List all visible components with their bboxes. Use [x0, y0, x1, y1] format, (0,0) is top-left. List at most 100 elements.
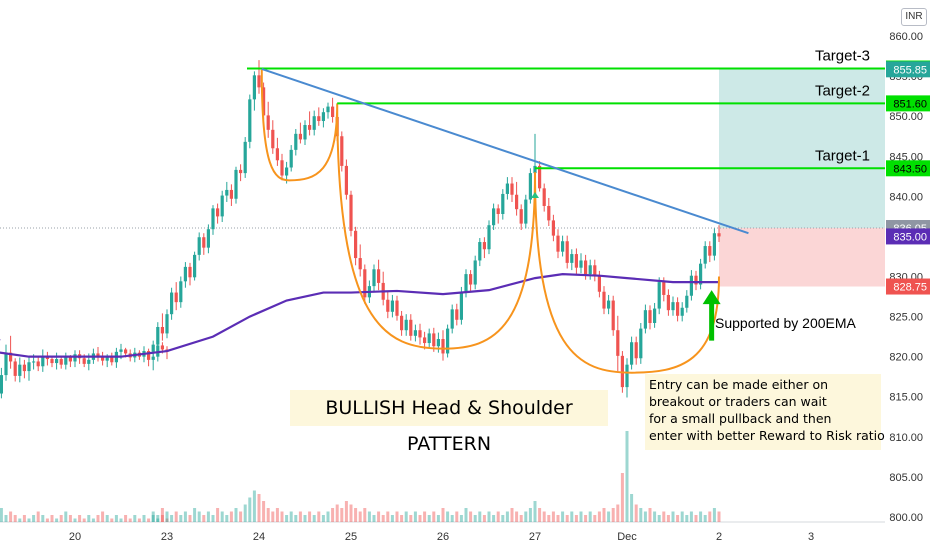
price-tick-label: 815.00 — [889, 392, 923, 404]
entry-note: Entry can be made either on breakout or … — [645, 374, 885, 450]
candle — [528, 168, 532, 204]
price-tag-text: 828.75 — [893, 282, 927, 294]
candle — [505, 177, 509, 200]
price-tag — [886, 61, 930, 78]
volume-bar — [36, 511, 40, 522]
volume-bar — [404, 511, 408, 522]
target-label: Target-2 — [815, 82, 870, 99]
candle — [607, 294, 611, 315]
candle-body — [22, 364, 26, 372]
candle-body — [349, 194, 353, 231]
candle — [648, 305, 652, 330]
volume-bar — [616, 504, 620, 522]
candle-body — [400, 315, 404, 331]
candle-body — [689, 275, 693, 296]
reference-lines — [0, 227, 932, 523]
volume-bar — [252, 490, 256, 522]
volume-bar — [634, 504, 638, 522]
volume-bar — [657, 515, 661, 522]
volume-bar — [372, 515, 376, 522]
candle-body — [197, 237, 201, 255]
candle-body — [160, 345, 164, 350]
candle-body — [239, 169, 243, 174]
volume-bar — [547, 515, 551, 522]
volume-bar — [386, 511, 390, 522]
candle-body — [32, 361, 36, 363]
candle-body — [165, 314, 169, 334]
candle — [579, 253, 583, 274]
candle-body — [694, 275, 698, 285]
candle-body — [565, 241, 569, 263]
candle — [694, 270, 698, 291]
candle — [630, 336, 634, 370]
head-and-shoulders-pattern — [260, 69, 720, 374]
candle — [234, 166, 238, 204]
volume-bar — [639, 508, 643, 522]
entry-note-line: Entry can be made either on — [649, 377, 829, 392]
candle-body — [248, 99, 252, 142]
candle-body — [211, 208, 215, 230]
volume-bar — [699, 511, 703, 522]
candle — [303, 120, 307, 146]
candle-body — [542, 188, 546, 206]
candle-body — [574, 254, 578, 268]
candle — [611, 295, 615, 336]
currency-badge[interactable]: INR — [901, 8, 927, 26]
candle — [676, 297, 680, 322]
price-tick-label: 840.00 — [889, 191, 923, 203]
entry-note-line: for a small pullback and then — [649, 411, 832, 426]
candle — [229, 184, 233, 206]
candle — [653, 302, 657, 328]
target-lines[interactable]: Target-3 Target-2 Target-1 — [247, 48, 885, 170]
candle-body — [588, 265, 592, 275]
candle — [441, 330, 445, 361]
candle-body — [119, 349, 123, 352]
candle-body — [501, 193, 505, 214]
candle — [363, 264, 367, 304]
candle — [473, 255, 477, 290]
candle — [13, 358, 17, 382]
candle-body — [464, 274, 468, 292]
candle-body — [41, 355, 45, 367]
price-axis[interactable]: 800.00805.00810.00815.00820.00825.00830.… — [885, 0, 932, 550]
volume-bar — [32, 515, 36, 522]
support-arrow — [702, 290, 721, 341]
trendline[interactable] — [261, 67, 749, 235]
volume-bar — [13, 515, 17, 522]
volume-bar — [303, 515, 307, 522]
candle-body — [156, 327, 160, 345]
candle — [165, 309, 169, 339]
candle — [404, 314, 408, 336]
volume-bar — [4, 515, 8, 522]
volume-bar — [110, 518, 114, 522]
time-axis[interactable]: 20 23 24 25 26 27 Dec 2 3 — [69, 531, 814, 543]
candle — [708, 241, 712, 263]
target-label: Target-3 — [815, 48, 870, 65]
volume-bar — [510, 508, 514, 522]
time-tick-label: 26 — [437, 531, 449, 543]
volume-bar — [234, 508, 238, 522]
candle — [657, 277, 661, 315]
candle-body — [377, 269, 381, 283]
candle — [501, 189, 505, 220]
candle-body — [533, 165, 537, 174]
arrow-up-icon — [702, 290, 721, 305]
candle-body — [556, 235, 560, 252]
candle — [446, 324, 450, 358]
candle — [496, 204, 500, 224]
candle — [298, 122, 302, 144]
candle-body — [427, 333, 431, 344]
candle-body — [570, 254, 574, 263]
candle-body — [657, 282, 661, 309]
price-tick-label: 820.00 — [889, 352, 923, 364]
volume-bar — [317, 511, 321, 522]
candle — [243, 137, 247, 178]
candle — [666, 289, 670, 316]
price-tag-text: 855.85 — [893, 64, 927, 76]
volume-bar — [680, 511, 684, 522]
candle-body — [206, 229, 210, 248]
candle-body — [492, 208, 496, 226]
volume-bar — [174, 511, 178, 522]
candle — [183, 262, 187, 288]
